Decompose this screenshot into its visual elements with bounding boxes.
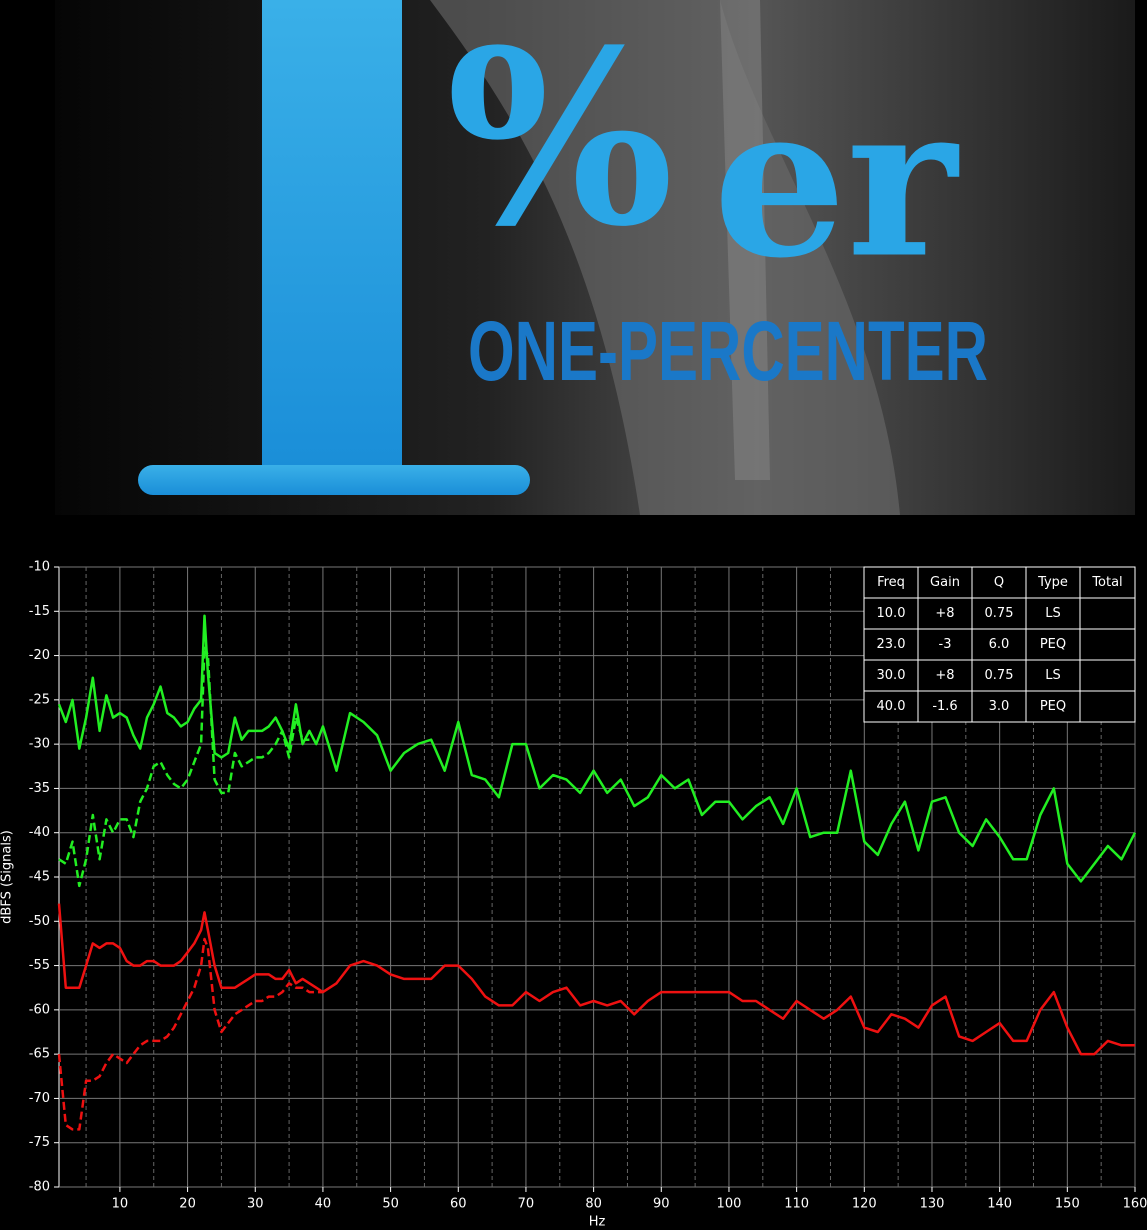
x-tick-label: 30 (247, 1197, 264, 1212)
banner-percent: % (446, 0, 674, 280)
banner-digit: 1 (330, 240, 331, 242)
table-cell-text: 10.0 (877, 606, 906, 621)
x-tick-label: 110 (784, 1197, 809, 1212)
x-tick-label: 150 (1055, 1197, 1080, 1212)
chart: -10 -15 -20 -25 -30 -35 -40 -45 -50 -55 -60 -65 -70 -… (0, 560, 1147, 1230)
table-cell-text: 0.75 (985, 606, 1014, 621)
table-header: Q (994, 575, 1004, 590)
table-cell-text: 3.0 (989, 699, 1010, 714)
table-cell-text: PEQ (1040, 637, 1066, 652)
y-tick-label: -15 (29, 604, 50, 619)
y-tick-label: -70 (29, 1091, 50, 1106)
series-line (58, 645, 310, 888)
y-tick-label: -45 (29, 870, 50, 885)
x-tick-label: 100 (717, 1197, 742, 1212)
banner-suffix: er (713, 58, 960, 305)
table-cell (971, 566, 1027, 599)
x-tick-label: 50 (382, 1197, 399, 1212)
x-tick-label: 140 (987, 1197, 1012, 1212)
table-cell (1079, 690, 1136, 723)
table-cell (1079, 597, 1136, 630)
table-cell (1025, 690, 1081, 723)
digit-base (138, 465, 530, 495)
y-tick-label: -50 (29, 914, 50, 929)
table-cell (917, 628, 973, 661)
y-tick-label: -60 (29, 1002, 50, 1017)
x-tick-label: 130 (920, 1197, 945, 1212)
series-line (57, 937, 323, 1131)
table-cell (863, 597, 919, 630)
table-cell (971, 690, 1027, 723)
table-cell-text: LS (1045, 668, 1061, 683)
y-tick-label: -10 (29, 560, 50, 575)
y-tick-label: -55 (29, 958, 50, 973)
table-cell-text: +8 (935, 668, 954, 683)
table-header: Type (1037, 575, 1068, 590)
table-cell-text: 30.0 (877, 668, 906, 683)
table-cell (971, 597, 1027, 630)
table-cell (917, 690, 973, 723)
table-cell-text: -1.6 (932, 699, 957, 714)
table-cell (1079, 659, 1136, 692)
series-line (57, 614, 1137, 883)
zipper-shape (720, 0, 770, 480)
table-cell-text: 6.0 (989, 637, 1010, 652)
banner: % er ONE-PERCENTER 1 (55, 0, 1135, 515)
table-header: Freq (877, 575, 905, 590)
y-tick-label: -65 (29, 1047, 50, 1062)
table-cell-text: 23.0 (877, 637, 906, 652)
table-cell (971, 628, 1027, 661)
table-cell (863, 566, 919, 599)
table-cell-text: 40.0 (877, 699, 906, 714)
x-axis-label: Hz (589, 1215, 606, 1230)
table-cell (1079, 628, 1136, 661)
table-cell-text: -3 (939, 637, 952, 652)
y-tick-label: -25 (29, 692, 50, 707)
y-tick-label: -30 (29, 737, 50, 752)
x-tick-label: 40 (315, 1197, 332, 1212)
x-tick-label: 160 (1123, 1197, 1147, 1212)
table-cell-text: PEQ (1040, 699, 1066, 714)
x-tick-label: 90 (653, 1197, 670, 1212)
y-tick-label: -40 (29, 825, 50, 840)
table-header: Gain (930, 575, 960, 590)
table-cell-text: 0.75 (985, 668, 1014, 683)
table-cell-text: +8 (935, 606, 954, 621)
x-tick-label: 70 (518, 1197, 535, 1212)
x-tick-label: 80 (585, 1197, 602, 1212)
table-cell-text: LS (1045, 606, 1061, 621)
y-axis-label: dBFS (Signals) (0, 830, 15, 924)
table-cell (1025, 566, 1081, 599)
table-cell (1025, 628, 1081, 661)
table-header: Total (1091, 575, 1122, 590)
x-tick-label: 60 (450, 1197, 467, 1212)
x-tick-label: 10 (112, 1197, 129, 1212)
x-tick-label: 20 (179, 1197, 196, 1212)
series-line (57, 903, 1135, 1056)
x-tick-label: 120 (852, 1197, 877, 1212)
table-cell (1079, 566, 1136, 599)
y-tick-label: -20 (29, 648, 50, 663)
jacket-shape (430, 0, 900, 515)
digit-stem (262, 0, 402, 470)
y-tick-label: -80 (29, 1180, 50, 1195)
y-tick-label: -35 (29, 781, 50, 796)
banner-subtitle: ONE-PERCENTER (468, 304, 988, 398)
y-tick-label: -75 (29, 1135, 50, 1150)
table-cell (917, 597, 973, 630)
